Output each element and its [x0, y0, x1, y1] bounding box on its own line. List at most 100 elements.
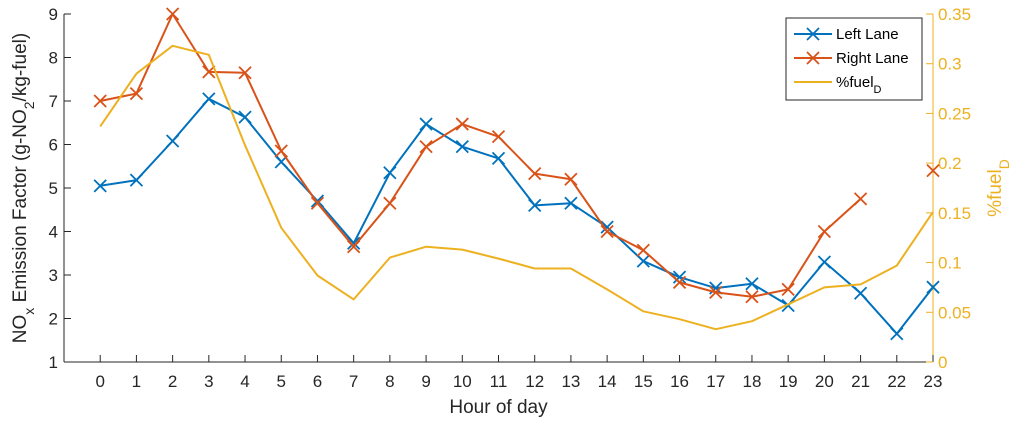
data-point-marker: [853, 286, 868, 300]
data-point-marker: [491, 130, 506, 144]
x-tick-label: 14: [598, 372, 617, 391]
data-point-marker: [817, 255, 832, 269]
data-point-marker: [528, 198, 542, 213]
data-point-marker: [455, 140, 469, 154]
x-tick-label: 22: [887, 372, 906, 391]
left-tick-label: 2: [49, 310, 58, 329]
series-line: [100, 97, 934, 335]
x-tick-label: 13: [561, 372, 580, 391]
left-tick-label: 7: [49, 92, 58, 111]
data-point-marker: [709, 285, 723, 300]
data-point-marker: [238, 110, 252, 124]
x-tick-label: 16: [670, 372, 689, 391]
data-point-marker: [781, 282, 795, 296]
right-axis-label: %fuelD: [985, 159, 1012, 217]
x-tick-label: 6: [313, 372, 322, 391]
x-tick-label: 17: [706, 372, 725, 391]
x-tick-label: 23: [924, 372, 943, 391]
left-tick-label: 8: [49, 49, 58, 68]
data-point-marker: [383, 196, 397, 210]
x-tick-label: 7: [349, 372, 358, 391]
series-right-lane: [93, 7, 940, 304]
right-tick-label: 0.25: [938, 104, 971, 123]
x-tick-label: 11: [490, 372, 508, 391]
x-tick-label: 1: [132, 372, 141, 391]
right-tick-label: 0.3: [938, 55, 962, 74]
data-point-marker: [455, 117, 469, 131]
legend-swatch-marker: [806, 51, 820, 65]
x-tick-label: 9: [421, 372, 430, 391]
legend-label: Left Lane: [836, 26, 899, 43]
data-point-marker: [129, 173, 144, 187]
right-tick-label: 0.1: [938, 254, 962, 273]
data-point-marker: [165, 134, 180, 148]
data-point-marker: [853, 192, 868, 206]
data-point-marker: [890, 327, 904, 341]
left-tick-label: 5: [49, 179, 58, 198]
right-tick-label: 0: [938, 353, 947, 372]
legend-entry: Left Lane: [794, 26, 899, 43]
data-point-marker: [745, 290, 759, 304]
right-tick-label: 0.05: [938, 303, 971, 322]
legend-label: Right Lane: [836, 50, 909, 67]
series-line: [99, 44, 934, 331]
data-point-marker: [926, 280, 940, 294]
x-tick-label: 15: [634, 372, 653, 391]
data-point-marker: [745, 277, 759, 291]
data-point-marker: [347, 236, 361, 250]
data-point-marker: [238, 66, 252, 80]
x-tick-label: 0: [95, 372, 104, 391]
x-tick-label: 3: [204, 372, 213, 391]
left-tick-label: 9: [49, 5, 58, 24]
x-tick-label: 2: [168, 372, 177, 391]
x-tick-label: 21: [851, 372, 870, 391]
x-tick-label: 5: [277, 372, 286, 391]
data-point-marker: [347, 240, 361, 254]
x-axis-label: Hour of day: [449, 397, 548, 418]
data-point-marker: [310, 196, 325, 210]
data-point-marker: [165, 7, 180, 21]
data-point-marker: [672, 275, 687, 290]
axes: 0 1 2 3 4 5 6 7 8 9 10 11 12 13 14 15 16 17 18 19 20 21 22 2312…: [10, 5, 1012, 418]
data-point-marker: [383, 166, 397, 180]
data-point-marker: [564, 172, 578, 186]
data-point-marker: [528, 167, 542, 181]
series-fuel: [99, 44, 934, 331]
data-point-marker: [129, 86, 144, 101]
left-tick-label: 3: [49, 266, 58, 285]
legend-entry: %fuelD: [794, 74, 882, 96]
data-point-marker: [672, 270, 687, 284]
data-point-marker: [636, 254, 650, 268]
series-left-lane: [93, 92, 940, 341]
left-axis-label: NOx Emission Factor (g-NO2/kg-fuel): [10, 33, 37, 343]
series-line: [99, 13, 862, 298]
legend-swatch-marker: [806, 27, 820, 41]
x-tick-label: 12: [525, 372, 544, 391]
data-point-marker: [274, 144, 288, 158]
left-tick-label: 1: [49, 353, 58, 372]
data-point-marker: [600, 220, 614, 234]
data-point-marker: [202, 65, 216, 79]
x-tick-label: 18: [742, 372, 761, 391]
right-tick-label: 0.2: [938, 154, 962, 173]
data-point-marker: [564, 196, 578, 210]
data-point-marker: [636, 243, 650, 257]
data-point-marker: [817, 224, 832, 239]
legend: Left Lane Right Lane %fuelD: [785, 17, 923, 101]
x-tick-label: 20: [815, 372, 834, 391]
data-point-marker: [93, 94, 107, 108]
data-point-marker: [419, 140, 433, 154]
series-layer: [93, 7, 940, 341]
x-tick-label: 4: [240, 372, 249, 391]
x-tick-label: 10: [453, 372, 472, 391]
data-point-marker: [600, 224, 614, 239]
left-tick-label: 4: [49, 223, 58, 242]
right-tick-label: 0.35: [938, 5, 971, 24]
x-tick-label: 8: [385, 372, 394, 391]
data-point-marker: [419, 117, 433, 131]
data-point-marker: [491, 151, 506, 166]
legend-entry: Right Lane: [794, 50, 909, 67]
legend-label: %fuelD: [836, 74, 882, 96]
data-point-marker: [93, 179, 107, 193]
